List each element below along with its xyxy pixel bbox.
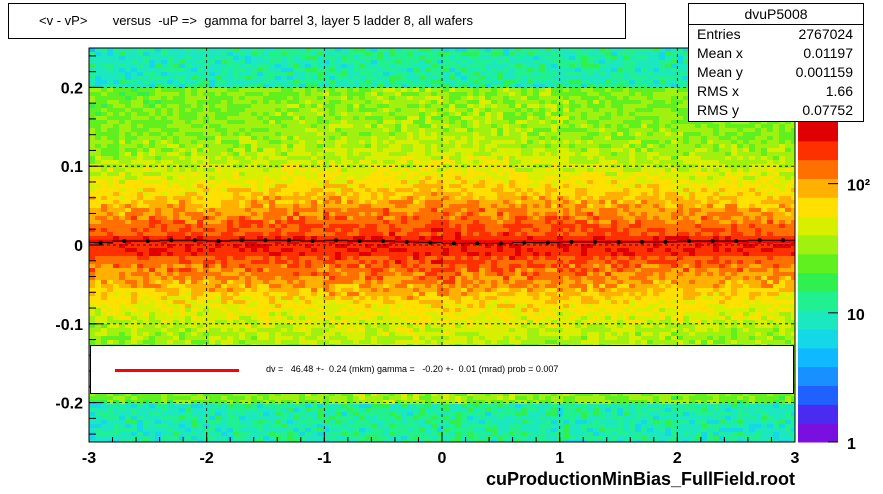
profile-point [324,238,349,243]
profile-point [606,239,631,244]
profile-point [582,239,607,244]
profile-point [488,241,513,246]
stats-label: RMS x [697,83,739,99]
color-scale-band [798,140,838,161]
x-tick-label: -3 [82,450,96,467]
stats-value: 0.01197 [803,45,853,61]
y-tick-label: 0.2 [61,80,83,97]
profile-point [700,239,725,244]
stats-row-mean-y: Mean y 0.001159 [689,63,863,82]
color-scale-band [798,178,838,198]
stats-label: Mean x [697,45,743,61]
axes: -3 -2 -1 0 1 2 3 -0.2 -0.1 0 0.1 0.2 [55,55,800,467]
profile-point [724,239,749,244]
color-scale-band [798,310,838,330]
profile-point [135,239,160,244]
profile-point [182,238,207,243]
color-scale-band [798,291,838,311]
y-tick-label: -0.1 [55,317,83,334]
profile-point [677,239,702,244]
profile-points [88,238,796,246]
grid-lines [89,48,795,442]
color-scale-band [798,234,838,255]
color-scale-band [798,122,838,142]
fit-legend-text: dv = 46.48 +- 0.24 (mkm) gamma = -0.20 +… [266,364,559,374]
stats-label: Mean y [697,64,743,80]
color-scale: 1 10 10² [798,122,870,453]
profile-point [229,238,254,243]
color-scale-band [798,347,838,368]
profile-point [630,239,655,244]
profile-point [653,239,678,244]
color-scale-band [798,216,838,236]
stats-row-entries: Entries 2767024 [689,25,863,44]
profile-point [300,239,325,244]
stats-row-rms-y: RMS y 0.07752 [689,101,863,120]
profile-point [206,239,231,244]
profile-point [159,238,184,243]
stats-value: 1.66 [825,83,853,99]
stats-box: dvuP5008 Entries 2767024 Mean x 0.01197 … [688,3,864,122]
color-scale-label: 10 [847,307,865,324]
profile-point [253,238,278,243]
profile-point [441,241,466,246]
profile-point [418,240,443,245]
profile-point [535,240,560,245]
x-tick-label: 1 [555,450,564,467]
stats-value: 0.07752 [802,102,853,118]
y-tick-label: -0.2 [55,396,83,413]
color-scale-band [798,404,838,424]
profile-point [465,241,490,246]
color-scale-band [798,329,838,349]
fit-legend: dv = 46.48 +- 0.24 (mkm) gamma = -0.20 +… [90,345,794,394]
stats-label: Entries [697,26,741,42]
stats-value: 0.001159 [795,64,853,80]
x-tick-label: -2 [200,450,214,467]
stats-row-mean-x: Mean x 0.01197 [689,44,863,63]
fit-legend-line [115,369,239,372]
color-scale-band [798,159,838,179]
stats-value: 2767024 [798,26,853,42]
stats-label: RMS y [697,102,739,118]
x-tick-label: 3 [791,450,800,467]
profile-point [277,238,302,243]
color-scale-label: 10² [847,178,870,195]
x-tick-label: -1 [317,450,331,467]
profile-point [559,239,584,244]
file-name: cuProductionMinBias_FullField.root [486,469,796,489]
color-scale-band [798,423,838,443]
profile-point [771,238,796,243]
profile-point [747,238,772,243]
profile-point [394,239,419,244]
profile-point [371,239,396,244]
x-tick-label: 2 [673,450,682,467]
stats-name: dvuP5008 [689,4,863,25]
stats-row-rms-x: RMS x 1.66 [689,82,863,101]
profile-point [347,239,372,244]
color-scale-band [798,272,838,292]
color-scale-band [798,385,838,405]
x-tick-label: 0 [438,450,447,467]
color-scale-band [798,253,838,274]
color-scale-label: 1 [847,436,856,453]
profile-point [112,239,137,244]
profile-point [88,240,113,245]
y-tick-label: 0.1 [61,159,83,176]
y-tick-label: 0 [74,238,83,255]
profile-point [512,240,537,245]
color-scale-band [798,366,838,387]
plot-title: <v - vP> versus -uP => gamma for barrel … [8,3,626,39]
color-scale-band [798,197,838,217]
